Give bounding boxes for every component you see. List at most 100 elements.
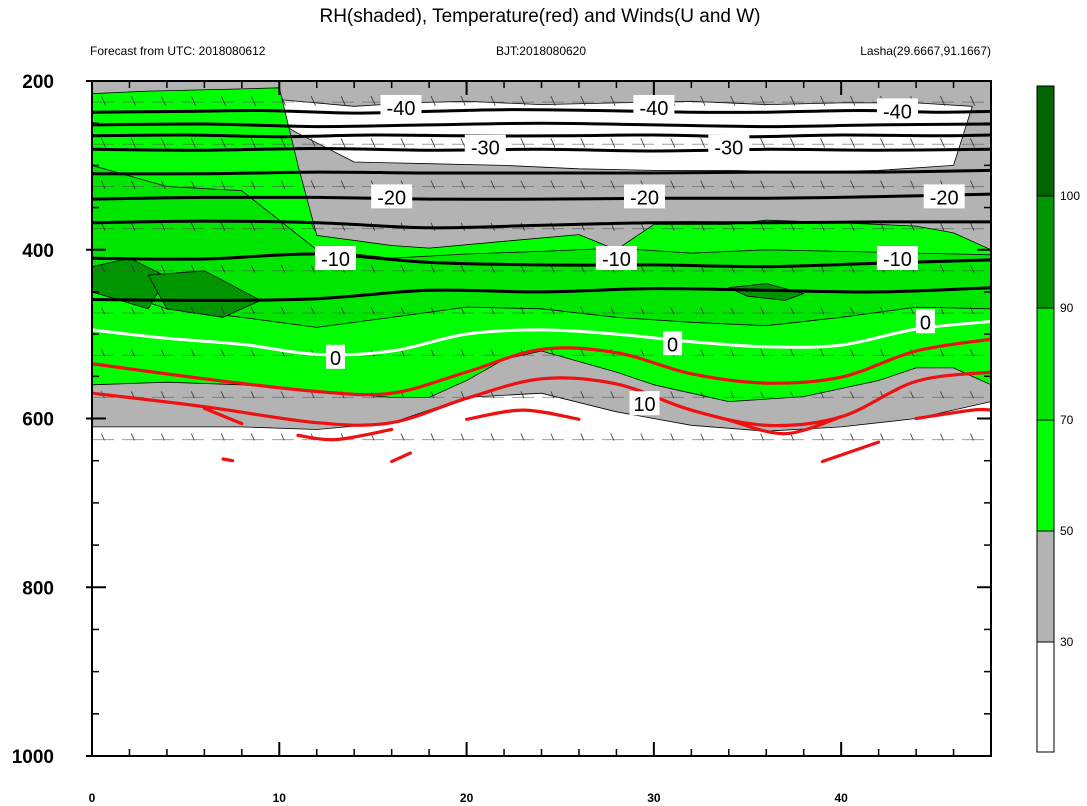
wind-barb [760, 433, 765, 441]
y-tick-label-3: 800 [22, 578, 54, 599]
wind-barb [190, 433, 195, 441]
wind-barb [940, 222, 945, 231]
wind-barb [280, 264, 285, 273]
wind-barb [820, 306, 825, 315]
warm-contour-1 [92, 370, 991, 428]
contour-label-bg [629, 391, 660, 416]
colorbar-label-2: 70 [1060, 413, 1074, 427]
wind-barb [190, 222, 196, 231]
wind-barb [460, 95, 466, 106]
wind-barb [250, 306, 255, 315]
wind-barb [250, 222, 256, 231]
wind-barb [580, 95, 586, 106]
wind-barb [130, 349, 135, 357]
wind-barb [250, 180, 256, 190]
contour-label-bg [326, 344, 345, 369]
wind-barb [250, 391, 255, 399]
contour-label-6: -20 [624, 184, 665, 209]
wind-barb [820, 433, 824, 441]
contour-label-text: -20 [930, 187, 959, 209]
wind-barb [910, 222, 915, 231]
x-tick-label-0: 0 [89, 791, 96, 805]
wind-barb [970, 180, 975, 190]
wind-barb [700, 349, 705, 357]
warm-contour-4 [465, 408, 581, 421]
contour-label-8: -10 [315, 246, 356, 271]
wind-barb [910, 138, 915, 148]
wind-barb [220, 222, 226, 231]
wind-barb [580, 306, 585, 315]
warm-contour-8 [390, 451, 412, 464]
wind-barb [160, 433, 165, 441]
wind-barb [520, 433, 525, 441]
contour-label-9: -10 [595, 246, 637, 271]
temp-contour-8 [92, 286, 991, 302]
wind-barb [250, 264, 255, 273]
wind-barb [490, 95, 496, 106]
wind-barb [250, 138, 256, 148]
temp-contour-1 [92, 121, 991, 129]
contour-label-text: -20 [630, 187, 659, 209]
wind-barb [940, 264, 945, 273]
wind-barb [190, 95, 196, 106]
wind-barb [730, 433, 735, 441]
wind-barb [340, 306, 345, 315]
wind-barb [730, 95, 736, 106]
contour-label-text: 0 [330, 348, 341, 370]
wind-barb [550, 138, 556, 148]
wind-barb [940, 138, 945, 148]
contour-label-text: -40 [387, 98, 416, 120]
wind-barb [760, 138, 766, 148]
contour-label-text: -20 [377, 187, 406, 209]
contour-label-4: -30 [708, 134, 750, 160]
contour-label-0: -40 [380, 95, 422, 120]
wind-barb [430, 433, 435, 441]
warm-contour-6 [914, 407, 991, 421]
wind-barb [760, 349, 765, 357]
contour-label-bg [371, 184, 413, 209]
wind-barb [790, 391, 795, 399]
wind-barb [101, 180, 106, 190]
contour-labels: -40 -40 -40 -30 -30 -20 -20 -20 -10 -10 -10 0 0 0 10 [315, 95, 965, 416]
wind-barb [910, 391, 914, 399]
wind-barb [160, 391, 165, 399]
wind-barb [160, 349, 165, 357]
colorbar-swatch-1 [1036, 195, 1055, 309]
temp-contour-5 [92, 192, 991, 201]
wind-barb [820, 349, 825, 357]
wind-barb [970, 433, 974, 441]
colorbar-label-1: 50 [1060, 524, 1074, 538]
wind-barb [820, 222, 825, 231]
wind-barb [460, 180, 466, 190]
wind-barb [101, 433, 105, 441]
x-tick-label-3: 30 [647, 791, 661, 805]
wind-barb [280, 180, 286, 190]
wind-barb [880, 433, 884, 441]
wind-barb [970, 222, 975, 231]
contour-label-bg [876, 98, 918, 123]
wind-barb [370, 306, 375, 315]
wind-barb [490, 349, 495, 357]
colorbar-swatch-0 [1036, 85, 1055, 197]
wind-barb [340, 95, 346, 106]
temperature-contours [92, 108, 991, 464]
wind-barb [970, 306, 974, 315]
wind-barb [220, 180, 226, 190]
wind-barb [160, 222, 166, 231]
wind-barb [520, 95, 526, 106]
wind-barb [190, 264, 196, 273]
contour-label-bg [923, 184, 965, 209]
wind-barb [700, 391, 705, 399]
wind-barb [610, 433, 615, 441]
wind-barb [160, 306, 165, 315]
contour-label-5: -20 [371, 184, 413, 209]
wind-barb [610, 95, 616, 106]
wind-barb [160, 180, 166, 190]
contour-label-bg [380, 95, 422, 119]
wind-barb [101, 138, 106, 148]
contour-label-3: -30 [464, 134, 506, 160]
wind-barb [280, 95, 286, 106]
wind-barb [550, 391, 555, 399]
wind-barb [640, 433, 645, 441]
